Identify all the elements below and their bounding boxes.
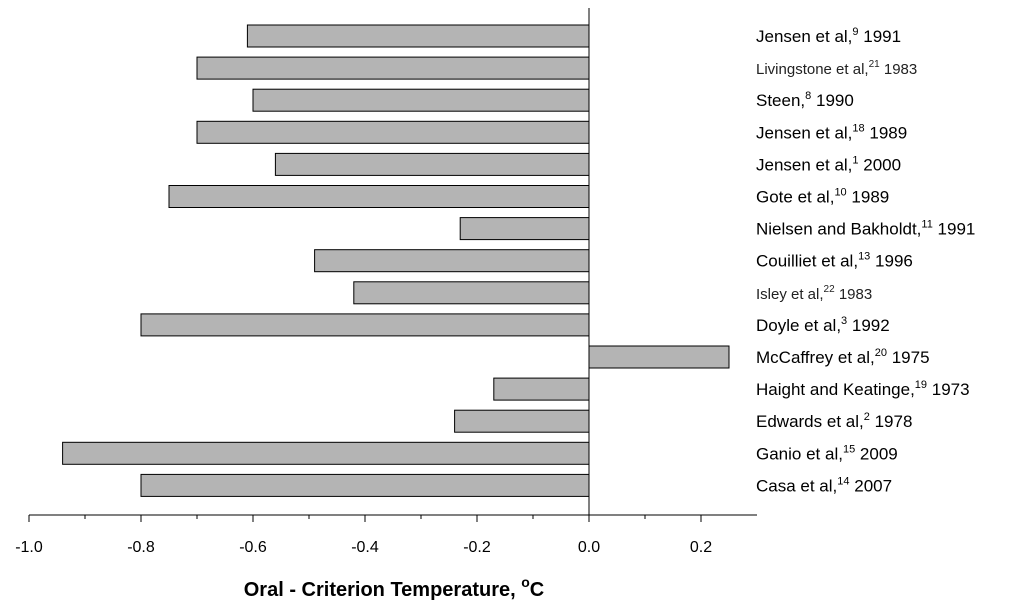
bar-3 xyxy=(252,88,590,112)
x-axis-title-degree: o xyxy=(521,574,530,590)
bar-13 xyxy=(454,409,590,433)
x-tick-label: -0.6 xyxy=(239,539,267,556)
bar-15 xyxy=(140,473,590,497)
x-tick-label: 0.2 xyxy=(690,539,712,556)
x-tick-label: -0.8 xyxy=(127,539,155,556)
category-label-11: McCaffrey et al,20 1975 xyxy=(756,347,930,367)
category-label-2: Livingstone et al,21 1983 xyxy=(756,59,917,78)
category-label-3: Steen,8 1990 xyxy=(756,90,854,110)
x-axis-title: Oral - Criterion Temperature, oC xyxy=(244,574,545,601)
category-label-7: Nielsen and Bakholdt,11 1991 xyxy=(756,219,975,239)
category-label-6: Gote et al,10 1989 xyxy=(756,187,889,207)
category-label-1: Jensen et al,9 1991 xyxy=(756,26,901,46)
category-label-13: Edwards et al,2 1978 xyxy=(756,411,912,431)
x-tick-label: -0.2 xyxy=(463,539,491,556)
axes-group xyxy=(29,8,757,516)
category-label-12: Haight and Keatinge,19 1973 xyxy=(756,379,970,399)
x-tick-label: 0.0 xyxy=(578,539,600,556)
bar-9 xyxy=(353,281,590,305)
bar-11 xyxy=(588,345,730,369)
x-axis-title-unit: C xyxy=(530,579,544,601)
bar-2 xyxy=(196,56,590,80)
category-label-5: Jensen et al,1 2000 xyxy=(756,154,901,174)
x-tick-label: -0.4 xyxy=(351,539,379,556)
bar-6 xyxy=(168,185,590,208)
bar-12 xyxy=(493,377,590,401)
x-tick-label: -1.0 xyxy=(15,539,43,556)
category-label-9: Isley et al,22 1983 xyxy=(756,284,872,303)
x-axis-title-text: Oral - Criterion Temperature, xyxy=(244,579,521,601)
category-label-15: Casa et al,14 2007 xyxy=(756,475,892,495)
bars-group xyxy=(62,24,730,497)
bar-1 xyxy=(246,24,590,48)
bar-8 xyxy=(314,249,590,273)
category-label-14: Ganio et al,15 2009 xyxy=(756,443,898,463)
bar-7 xyxy=(459,217,590,241)
bar-14 xyxy=(62,441,590,465)
category-labels-group: Jensen et al,9 1991 Livingstone et al,21 … xyxy=(756,26,975,495)
bar-10 xyxy=(140,313,590,337)
category-label-8: Couilliet et al,13 1996 xyxy=(756,251,913,271)
category-label-4: Jensen et al,18 1989 xyxy=(756,122,907,142)
x-ticks-group: -1.0 -0.8 -0.6 -0.4 -0.2 0.0 0.2 xyxy=(15,515,712,556)
bar-4 xyxy=(196,120,590,144)
bar-5 xyxy=(274,152,590,176)
category-label-10: Doyle et al,3 1992 xyxy=(756,315,890,335)
